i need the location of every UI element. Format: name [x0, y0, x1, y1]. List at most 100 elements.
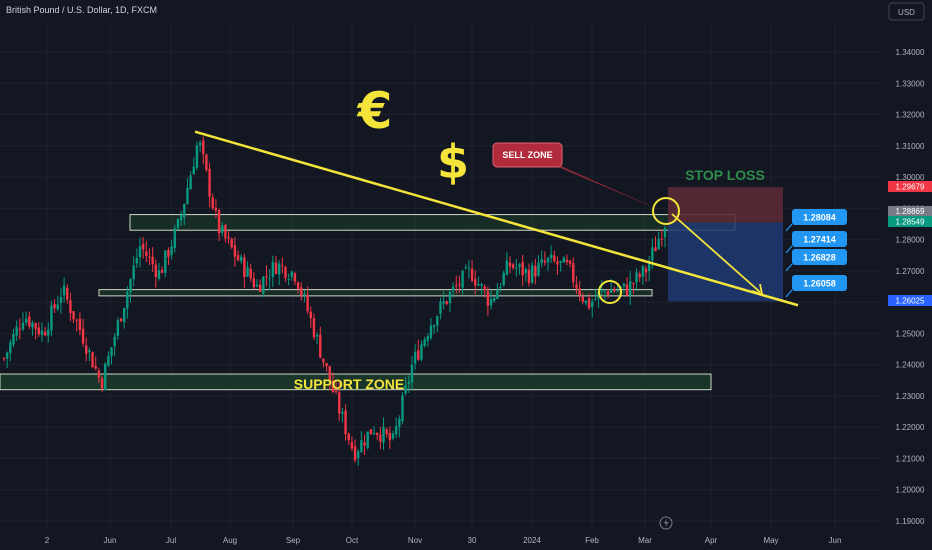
candle-body [439, 301, 442, 314]
candle-body [43, 331, 47, 336]
candle-body [75, 319, 78, 321]
candle-body [657, 238, 660, 250]
candle-body [255, 284, 259, 287]
currency-label: USD [898, 8, 915, 17]
support-zone-box[interactable] [0, 373, 712, 391]
candle-body [300, 287, 303, 295]
candle-body [40, 330, 44, 335]
candle-body [88, 350, 91, 353]
support-zone[interactable] [0, 373, 712, 391]
sell-zone-label-box[interactable] [492, 142, 563, 168]
candle-body [559, 261, 562, 263]
candle-body [543, 260, 547, 263]
gray-price-tag-text: 1.28869 [896, 207, 925, 216]
candle-body [572, 263, 575, 283]
candle-body [151, 256, 154, 264]
candle-body [625, 284, 629, 296]
candle-body [575, 284, 578, 289]
lightning-icon[interactable] [659, 516, 673, 530]
target-label-text: 1.28084 [803, 213, 836, 223]
stop-loss-box[interactable] [668, 187, 783, 223]
candle-body [138, 246, 142, 258]
candle-body [287, 278, 290, 280]
candle-body [663, 228, 667, 238]
candle-body [15, 326, 18, 336]
candle-body [420, 344, 423, 360]
candle-body [160, 270, 164, 273]
price-tick-label: 1.20000 [896, 486, 925, 495]
candle-body [622, 283, 626, 287]
candle-body [413, 351, 417, 364]
candle-body [296, 282, 300, 289]
resistance-zone-box[interactable] [129, 214, 736, 231]
time-axis[interactable]: 2 Jun Jul Aug Sep Oct Nov 30 2024 Feb Mar Apr May Jun [45, 536, 842, 545]
candle-body [148, 256, 151, 258]
candle-body [167, 249, 170, 257]
target-label-box[interactable] [792, 209, 847, 225]
candle-body [312, 318, 316, 338]
candle-body [262, 276, 265, 294]
candle-body [217, 210, 221, 234]
candle-body [21, 322, 25, 330]
time-tick-label: Feb [585, 536, 599, 545]
target-label-text: 1.26828 [803, 253, 836, 263]
candle-body [382, 426, 385, 443]
candle-body [176, 219, 180, 229]
target-label-pointer [785, 289, 793, 298]
target-label-box[interactable] [792, 275, 847, 291]
candle-body [404, 385, 407, 394]
candle-body [246, 267, 249, 277]
candle-body [293, 273, 297, 282]
candle-body [236, 255, 240, 261]
target-label-box[interactable] [792, 231, 847, 247]
candle-body [644, 268, 648, 273]
candle-body [511, 264, 515, 268]
retest-circle[interactable] [598, 280, 622, 304]
candle-body [132, 265, 135, 280]
currency-button[interactable] [888, 2, 925, 21]
candle-body [524, 269, 528, 274]
candle-body [277, 263, 281, 275]
candle-body [341, 411, 344, 414]
candle-body [651, 247, 654, 261]
candle-body [104, 363, 107, 391]
candle-body [496, 289, 499, 300]
candle-body [211, 197, 214, 209]
candle-body [85, 345, 88, 354]
time-tick-label: 2 [45, 536, 50, 545]
candle-body [587, 298, 591, 309]
candle-body [164, 250, 167, 273]
chart-title: British Pound / U.S. Dollar, 1D, FXCM [6, 5, 157, 15]
entry-circle[interactable] [652, 197, 680, 225]
candle-body [534, 266, 537, 277]
projection-arrow-head [751, 283, 764, 296]
trend-line[interactable] [194, 130, 799, 307]
time-tick-label: Aug [223, 536, 237, 545]
time-tick-label: Jul [166, 536, 176, 545]
candle-body [632, 283, 635, 285]
price-tick-label: 1.27000 [896, 267, 925, 276]
candle-body [240, 256, 243, 262]
candle-body [357, 451, 360, 458]
candle-body [258, 284, 262, 293]
candle-body [113, 336, 116, 347]
candle-body [429, 325, 433, 339]
candle-body [394, 426, 398, 435]
candle-body [372, 432, 376, 434]
sell-zone-pointer [552, 162, 660, 210]
candle-body [5, 352, 9, 359]
time-tick-label: Jun [829, 536, 842, 545]
candle-body [129, 279, 132, 293]
candle-body [284, 266, 287, 279]
target-price-tag-text: 1.26025 [896, 297, 925, 306]
candle-body [600, 290, 603, 292]
target-label-text: 1.26058 [803, 279, 836, 289]
target-label-box[interactable] [792, 249, 847, 265]
candle-body [91, 352, 94, 368]
candle-body [195, 145, 199, 168]
candle-body [53, 304, 56, 309]
candle-body [527, 269, 531, 283]
mid-zone-box[interactable] [98, 289, 653, 297]
candle-body [638, 273, 641, 278]
